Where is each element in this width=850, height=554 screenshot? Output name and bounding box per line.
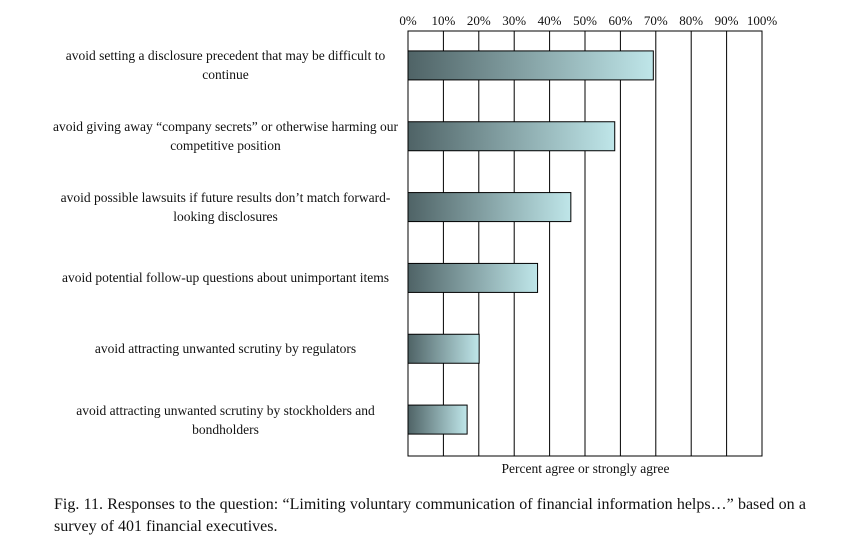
x-tick-label: 90% [715, 13, 739, 28]
x-tick-label: 20% [467, 13, 491, 28]
bar [407, 333, 480, 364]
figure-caption: Fig. 11. Responses to the question: “Lim… [54, 496, 806, 535]
category-label: avoid attracting unwanted scrutiny by re… [94, 341, 357, 357]
x-tick-label: 10% [431, 13, 455, 28]
bars [407, 50, 654, 435]
category-label: avoid setting a disclosure precedent tha… [65, 48, 386, 83]
x-tick-labels: 0% 10% 20% 30% 40% 50% 60% 70% 80% 90% 100% [399, 13, 777, 28]
bar [407, 404, 468, 435]
grid-lines [407, 31, 763, 456]
bar [407, 262, 539, 293]
bar [407, 50, 654, 81]
x-tick-label: 80% [679, 13, 703, 28]
category-label: avoid giving away “company secrets” or o… [53, 119, 398, 154]
category-label: avoid potential follow-up questions abou… [62, 270, 389, 286]
x-tick-label: 40% [538, 13, 562, 28]
bar [407, 121, 616, 152]
plot-frame [407, 30, 763, 457]
category-label: avoid possible lawsuits if future result… [60, 190, 391, 225]
x-tick-label: 70% [644, 13, 668, 28]
x-tick-label: 100% [747, 13, 778, 28]
x-tick-label: 30% [502, 13, 526, 28]
x-tick-label: 50% [573, 13, 597, 28]
x-tick-label: 0% [399, 13, 417, 28]
bar [407, 192, 572, 223]
x-axis-label: Percent agree or strongly agree [501, 461, 670, 476]
category-label: avoid attracting unwanted scrutiny by st… [76, 402, 375, 437]
x-tick-label: 60% [608, 13, 632, 28]
